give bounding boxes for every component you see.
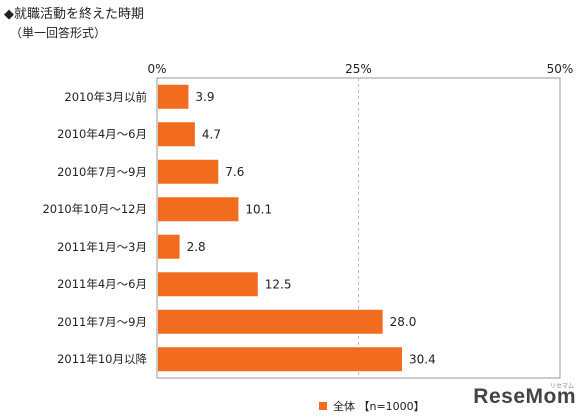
bar — [158, 309, 383, 334]
bar-value-label: 7.6 — [225, 165, 244, 179]
bar — [158, 197, 239, 222]
bar-value-label: 10.1 — [245, 202, 272, 216]
category-label: 2011年4月～6月 — [57, 277, 147, 292]
chart-subtitle: （単一回答形式） — [10, 26, 107, 40]
bar-value-label: 4.7 — [202, 127, 221, 141]
bar-value-label: 2.8 — [187, 240, 206, 254]
x-tick-label: 0% — [147, 62, 167, 76]
category-label: 2010年10月～12月 — [42, 202, 147, 217]
bar — [158, 234, 180, 259]
category-label: 2011年10月以降 — [57, 352, 147, 367]
bar-value-label: 28.0 — [390, 315, 417, 329]
x-tick-label: 50% — [546, 62, 574, 76]
category-label: 2011年7月～9月 — [57, 314, 147, 329]
category-label: 2010年7月～9月 — [57, 164, 147, 179]
chart-title: ◆就職活動を終えた時期 — [4, 7, 144, 22]
legend: 全体 【n=1000】 — [319, 398, 425, 414]
legend-label: 全体 【n=1000】 — [333, 400, 425, 413]
bar-value-label: 3.9 — [195, 90, 214, 104]
bar — [158, 159, 219, 184]
category-label: 2010年3月以前 — [64, 89, 147, 104]
legend-swatch — [319, 402, 327, 410]
bar — [158, 347, 403, 372]
bar — [158, 272, 258, 297]
x-tick-label: 25% — [345, 62, 372, 76]
category-label: 2011年1月～3月 — [57, 239, 147, 254]
bar — [158, 122, 195, 147]
bar-value-label: 30.4 — [409, 352, 436, 366]
category-label: 2010年4月～6月 — [57, 127, 147, 142]
watermark-subtitle: リセマム — [549, 383, 574, 390]
bar — [158, 84, 189, 109]
watermark-logo: ReseMom — [473, 385, 576, 408]
bar-value-label: 12.5 — [265, 277, 292, 291]
